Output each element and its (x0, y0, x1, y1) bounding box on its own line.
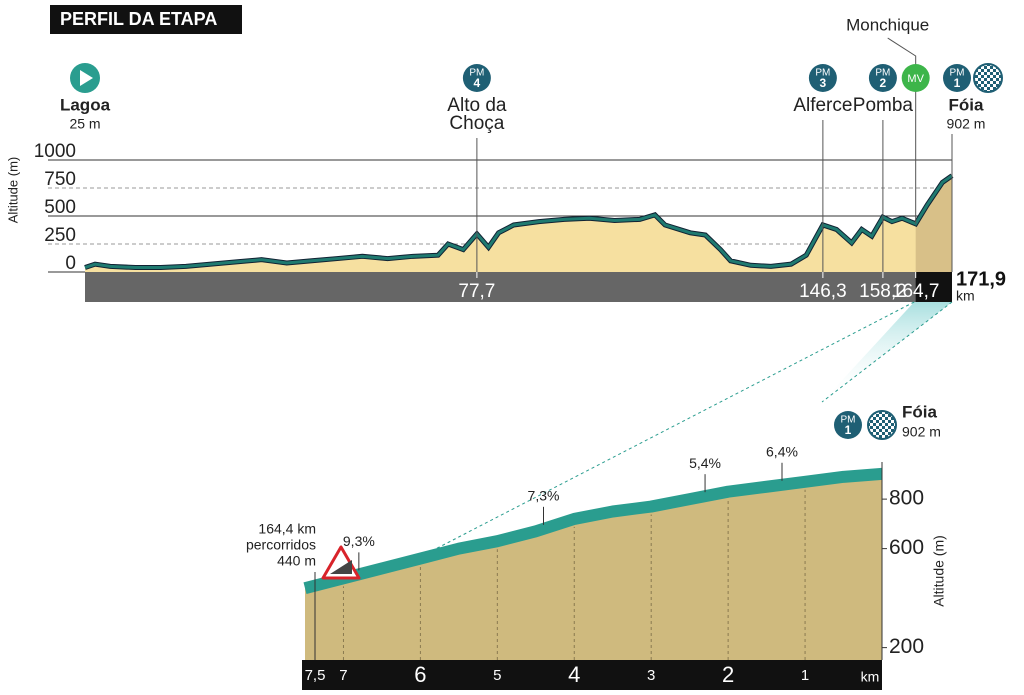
profile-line (303, 467, 883, 595)
x-tick-label: 158,2 (859, 281, 907, 302)
category-badge: PM4 (462, 64, 491, 92)
category-badge: MV (901, 64, 930, 92)
x-tick-label: 6 (414, 662, 426, 687)
badge-circle (901, 64, 930, 92)
place-name: Fóia (949, 95, 984, 114)
place-name: Pomba (853, 95, 914, 116)
profile-line (84, 174, 953, 270)
badge-code: PM (815, 68, 830, 79)
gradient-label: 9,3% (343, 533, 375, 549)
badge-rank: 3 (820, 76, 827, 90)
finish-flag (973, 63, 1003, 93)
badge-circle (868, 64, 897, 92)
category-badge: PM1 (943, 64, 971, 92)
leader-line (887, 37, 917, 224)
badge-rank: 4 (474, 76, 481, 90)
y-tick-label: 200 (889, 635, 924, 658)
y-tick-label: 800 (889, 487, 924, 510)
y-axis-label: Altitude (m) (931, 535, 947, 607)
y-tick-label: 500 (44, 197, 76, 218)
x-tick-label: 171,9 (956, 268, 1006, 290)
x-unit: km (956, 288, 975, 304)
y-tick-label: 0 (65, 253, 76, 274)
badge-code: PM (950, 68, 965, 79)
gradient-label: 5,4% (689, 455, 721, 471)
badge-rank: 1 (954, 76, 961, 90)
start-note: percorridos (246, 537, 316, 553)
category-badge: PM3 (808, 64, 837, 92)
x-tick-label: 7,5 (305, 667, 326, 684)
x-tick-label: 77,7 (458, 281, 495, 302)
x-unit: km (861, 669, 880, 685)
km-bar (302, 660, 882, 690)
y-tick-label: 1000 (34, 141, 76, 162)
place-note: 902 m (947, 116, 986, 132)
badge-code: MV (907, 73, 924, 85)
y-tick-label: 250 (44, 225, 76, 246)
place-name: Monchique (846, 15, 929, 34)
title-box (50, 5, 242, 34)
place-name: Alferce (793, 95, 852, 116)
badge-circle (462, 64, 491, 92)
start-arrow (80, 70, 93, 86)
x-tick-label: 2 (722, 662, 734, 687)
badge-rank: 1 (845, 423, 852, 437)
x-tick-label: 164,7 (892, 281, 940, 302)
gradient-label: 7,3% (528, 488, 560, 504)
y-axis-label: Altitude (m) (5, 157, 20, 223)
x-tick-label: 7 (339, 667, 347, 684)
area-fill (305, 473, 882, 660)
badge-code: PM (841, 415, 856, 426)
place-name: Alto da (447, 95, 507, 116)
y-tick-label: 600 (889, 536, 924, 559)
category-badge: PM1 (834, 411, 862, 439)
badge-rank: 2 (880, 76, 887, 90)
category-badge: PM2 (868, 64, 897, 92)
gradient-label: 6,4% (766, 443, 798, 459)
x-tick-label: 5 (493, 667, 501, 684)
x-tick-label: 4 (568, 662, 580, 687)
zoom-wedge (822, 302, 952, 402)
area-fill (85, 175, 952, 272)
km-bar-final (915, 272, 952, 302)
badge-circle (808, 64, 837, 92)
badge-circle (834, 411, 862, 439)
x-tick-label: 1 (801, 667, 809, 684)
place-name: Choça (449, 113, 504, 134)
badge-code: PM (469, 68, 484, 79)
badge-circle (943, 64, 971, 92)
x-tick-label: 3 (647, 667, 655, 684)
place-name: Lagoa (60, 95, 111, 114)
finish-flag (867, 410, 897, 440)
final-climb-fill (915, 175, 952, 272)
finish-note: 902 m (902, 424, 941, 440)
y-tick-label: 750 (44, 169, 76, 190)
chart-title: PERFIL DA ETAPA (60, 9, 217, 29)
km-bar (85, 272, 952, 302)
start-note: 440 m (277, 553, 316, 569)
place-note: 25 m (69, 116, 100, 132)
badge-code: PM (875, 68, 890, 79)
finish-name: Fóia (902, 402, 937, 421)
zoom-line (374, 301, 915, 581)
warning-slope (330, 560, 352, 574)
start-note: 164,4 km (258, 521, 316, 537)
x-tick-label: 146,3 (799, 281, 847, 302)
